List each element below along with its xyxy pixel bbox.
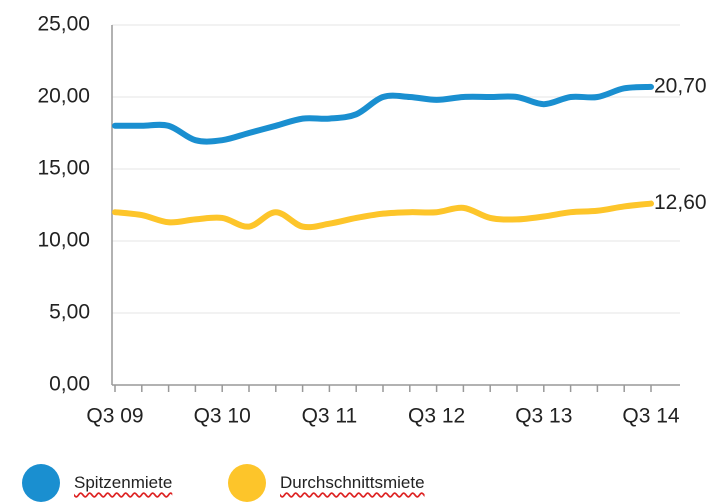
legend-swatch	[22, 464, 60, 502]
y-tick-label: 25,00	[37, 13, 90, 36]
x-tick-label: Q3 12	[408, 405, 465, 428]
line	[112, 83, 654, 145]
legend: Spitzenmiete Durchschnittsmiete	[0, 464, 727, 502]
line	[112, 200, 654, 231]
x-tick-label: Q3 10	[194, 405, 251, 428]
value-label: 20,70	[654, 74, 707, 97]
legend-swatch	[228, 464, 266, 502]
y-tick-label: 20,00	[37, 85, 90, 108]
y-tick-label: 0,00	[49, 373, 90, 396]
chart: 0,00 5,00 10,00 15,00 20,00 25,00 Q3 09 Q3 10 Q3…	[37, 13, 707, 428]
legend-item: Durchschnittsmiete	[228, 464, 425, 502]
value-label: 12,60	[654, 191, 707, 214]
y-tick-label: 15,00	[37, 157, 90, 180]
y-tick-label: 5,00	[49, 301, 90, 324]
x-tick-label: Q3 11	[302, 405, 358, 428]
y-tick-label: 10,00	[37, 229, 90, 252]
x-tick-label: Q3 13	[515, 405, 572, 428]
legend-label: Spitzenmiete	[74, 473, 173, 492]
x-tick-label: Q3 14	[622, 405, 680, 428]
legend-item: Spitzenmiete	[22, 464, 172, 502]
x-tick-label: Q3 09	[86, 405, 143, 428]
legend-label: Durchschnittsmiete	[280, 473, 425, 492]
